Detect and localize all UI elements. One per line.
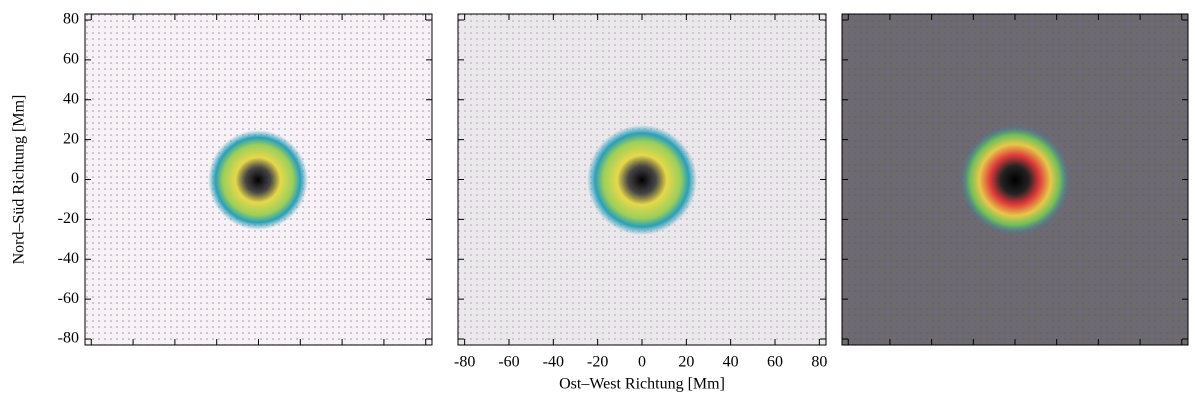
panel-image (842, 14, 1188, 345)
y-tick-label: -60 (58, 290, 79, 307)
y-axis-label: Nord–Süd Richtung [Mm] (11, 95, 28, 265)
x-tick-label: 0 (638, 354, 646, 371)
x-tick-label: -20 (587, 354, 608, 371)
x-axis-label: Ost–West Richtung [Mm] (559, 376, 725, 393)
y-tick-label: -20 (58, 210, 79, 227)
panel-image (458, 14, 826, 345)
y-tick-label: 40 (63, 90, 79, 107)
x-tick-label: 80 (811, 354, 827, 371)
y-tick-label: 0 (71, 170, 79, 187)
y-tick-label: -40 (58, 250, 79, 267)
y-tick-label: 60 (63, 51, 79, 68)
x-tick-label: 40 (723, 354, 739, 371)
x-tick-label: 60 (767, 354, 783, 371)
x-tick-label: 20 (678, 354, 694, 371)
x-tick-label: -40 (543, 354, 564, 371)
y-tick-label: -80 (58, 330, 79, 347)
y-tick-label: 20 (63, 130, 79, 147)
x-tick-label: -60 (498, 354, 519, 371)
x-tick-label: -80 (454, 354, 475, 371)
panel-image (85, 14, 432, 345)
y-tick-label: 80 (63, 11, 79, 28)
